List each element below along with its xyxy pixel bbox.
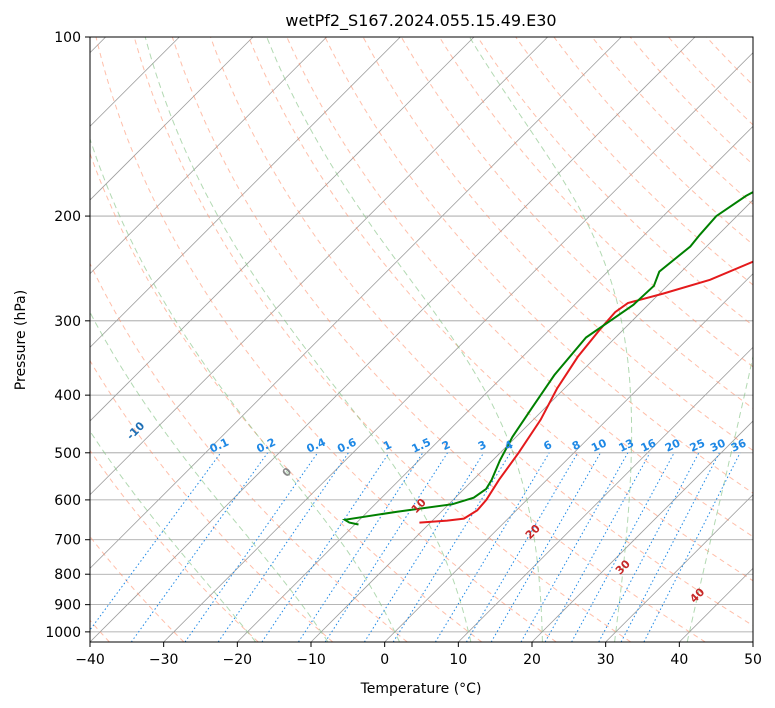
x-axis-label: Temperature (°C): [360, 681, 482, 697]
mixing-ratio-line: [130, 452, 269, 642]
isotherm-gridline: [90, 37, 696, 642]
dry-adiabat: [324, 37, 753, 494]
mixing-ratio-line: [465, 452, 579, 642]
isotherm-gridline: [605, 494, 753, 642]
y-tick-label: 500: [54, 446, 81, 462]
y-tick-label: 300: [54, 314, 81, 330]
moist-adiabat: [266, 37, 543, 642]
y-tick-label: 600: [54, 493, 81, 509]
mixing-ratio-label: 10: [589, 436, 609, 454]
mixing-ratio-label: 30: [708, 436, 728, 454]
x-tick-label: 10: [449, 652, 467, 668]
x-tick-label: −10: [296, 652, 326, 668]
dry-adiabat: [90, 535, 185, 642]
isotherm-gridline: [458, 346, 753, 642]
isotherm-gridline: [384, 273, 753, 642]
y-tick-label: 400: [54, 388, 81, 404]
isotherm-gridline: [90, 37, 475, 422]
y-tick-label: 200: [54, 209, 81, 225]
moist-adiabat: [469, 37, 633, 642]
mixing-ratio-line: [544, 452, 651, 642]
x-tick-label: −20: [223, 652, 253, 668]
background-lines: [90, 37, 753, 642]
y-tick-label: 700: [54, 533, 81, 549]
isotherm-gridline: [752, 641, 753, 642]
chart-title: wetPf2_S167.2024.055.15.49.E30: [285, 11, 556, 31]
mixing-ratio-label: 20: [663, 436, 683, 454]
x-tick-label: 30: [597, 652, 615, 668]
dry-adiabat: [248, 37, 753, 582]
dry-adiabat: [90, 152, 483, 642]
mixing-ratio-line: [392, 452, 511, 642]
temperature-profile: [419, 260, 753, 524]
isotherm-gridline: [163, 52, 753, 642]
mixing-ratio-line: [490, 452, 601, 642]
mixing-ratio-line: [643, 452, 741, 642]
mixing-ratio-line: [297, 452, 424, 642]
isotherm-gridline: [90, 37, 254, 201]
dry-adiabat: [286, 37, 753, 538]
y-tick-label: 900: [54, 598, 81, 614]
mixing-ratio-line: [184, 452, 319, 642]
x-tick-label: 40: [670, 652, 688, 668]
y-tick-label: 1000: [45, 625, 81, 641]
isotherm-gridline: [90, 37, 548, 496]
moist-adiabat: [90, 430, 257, 642]
isotherm-gridline: [237, 125, 753, 642]
dry-adiabat: [438, 37, 753, 368]
data-lines: [341, 191, 753, 526]
mixing-ratio-line: [324, 452, 448, 642]
moist-adiabat: [90, 137, 400, 642]
mixing-ratio-line: [434, 452, 550, 642]
dewpoint-profile: [341, 191, 753, 526]
dry-adiabat: [171, 37, 706, 642]
y-tick-label: 100: [54, 30, 81, 46]
x-tick-label: 50: [744, 652, 762, 668]
mixing-ratio-label: 25: [688, 436, 707, 454]
y-tick-label: 800: [54, 567, 81, 583]
y-axis-label: Pressure (hPa): [13, 290, 29, 390]
dry-adiabat: [210, 37, 753, 627]
moist-adiabat: [90, 311, 329, 642]
mixing-ratio-line: [520, 452, 629, 642]
isotherm-gridline: [531, 420, 753, 642]
plot-background: [90, 37, 753, 642]
x-tick-label: 0: [380, 652, 389, 668]
isotherm-gridline: [90, 37, 327, 275]
dry-adiabat: [362, 37, 753, 452]
plot-frame: [89, 36, 754, 643]
mixing-ratio-line: [363, 452, 485, 642]
isotherm-gridline: [90, 37, 401, 348]
x-tick-label: 20: [523, 652, 541, 668]
dry-adiabat: [90, 359, 334, 642]
dry-adiabat: [95, 37, 557, 642]
axis-ticks: −40 −30 −20 −10 0 10 20 30 40 50 100 200 300 400 500 60…: [45, 30, 762, 668]
x-tick-label: −40: [75, 652, 105, 668]
dry-adiabat: [400, 37, 753, 409]
moist-adiabat: [686, 354, 753, 642]
isotherm-gridline: [310, 199, 753, 642]
x-tick-label: −30: [149, 652, 179, 668]
mixing-ratio-label: 13: [617, 436, 636, 454]
mixing-ratio-label: 36: [729, 436, 749, 454]
moist-adiabat: [144, 37, 472, 642]
mixing-ratio-label: 16: [639, 436, 659, 454]
isotherm-gridline: [90, 37, 622, 569]
